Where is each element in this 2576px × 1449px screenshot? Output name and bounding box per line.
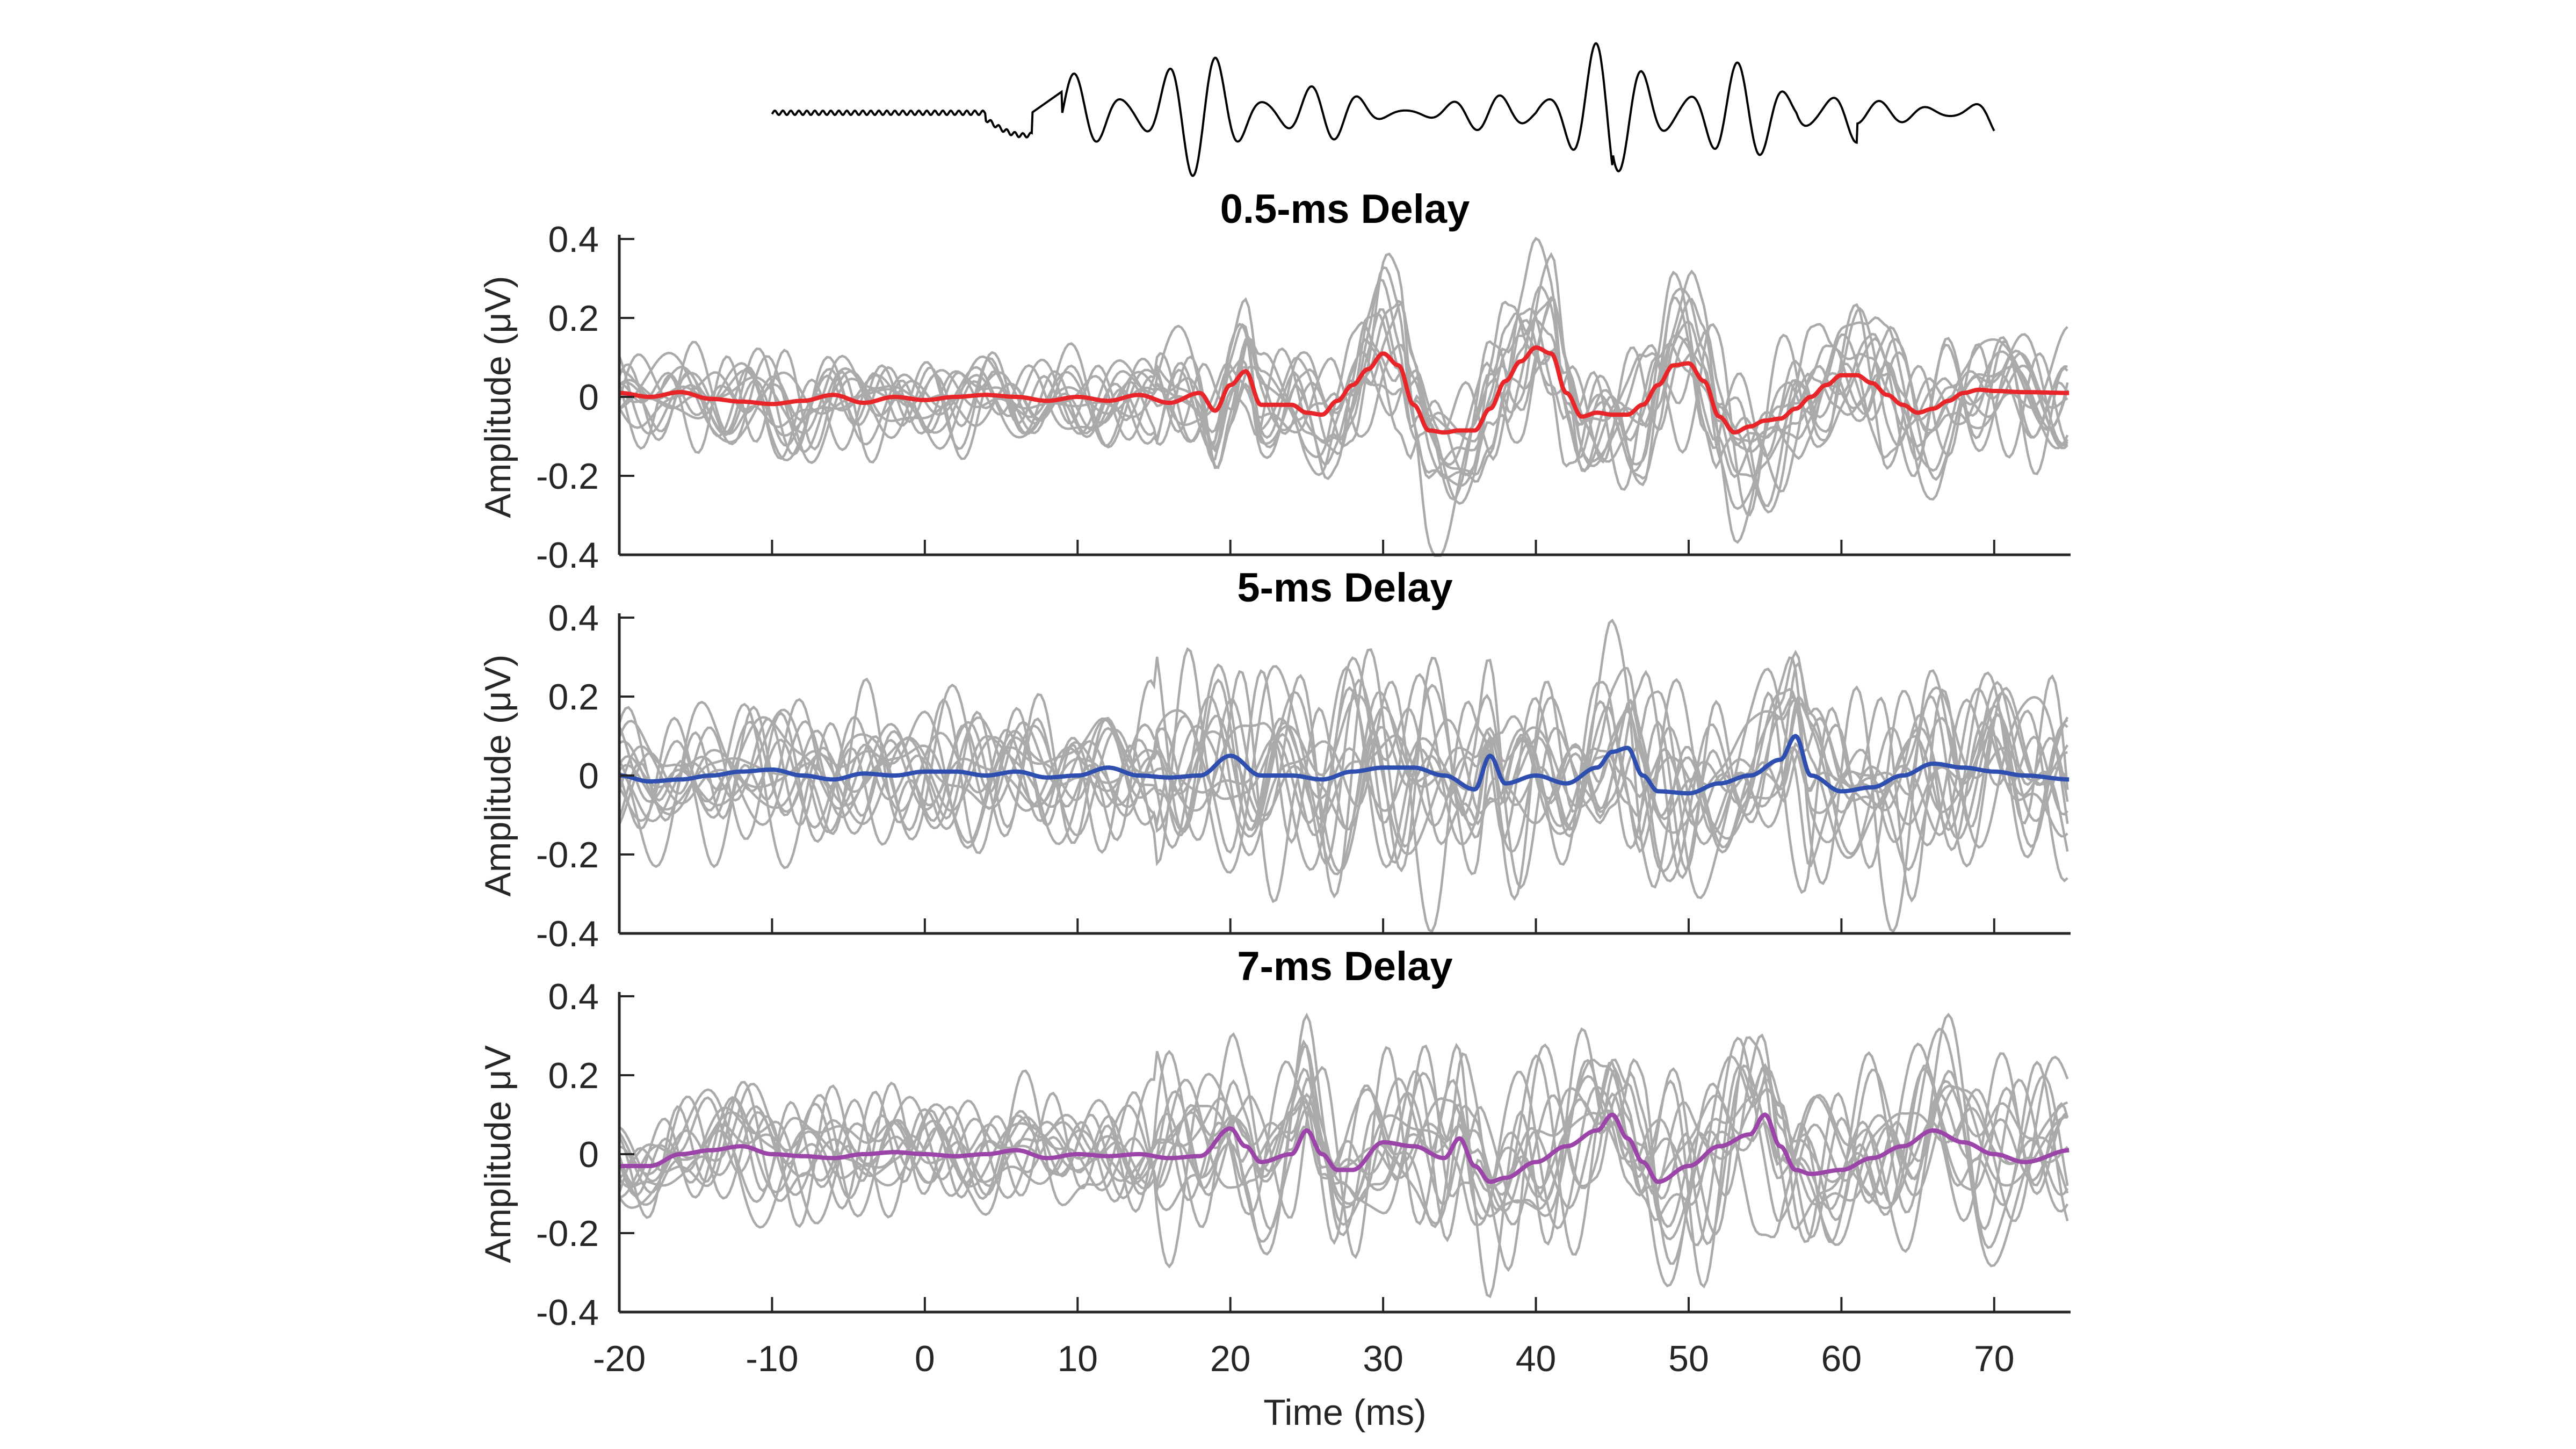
y-tick-label: -0.4 (536, 1292, 599, 1333)
y-axis-label: Amplitude μV (477, 1045, 518, 1263)
y-axis-label: Amplitude (μV) (477, 654, 518, 896)
trial-trace (619, 686, 2069, 859)
trial-trace (619, 322, 2068, 475)
y-tick-label: -0.4 (536, 914, 599, 954)
trial-trace (619, 1055, 2069, 1287)
trial-traces (619, 1012, 2069, 1299)
y-tick-label: 0.2 (548, 298, 599, 339)
x-tick-label: -10 (746, 1338, 798, 1379)
y-tick-label: 0 (578, 377, 599, 418)
x-tick-label: 40 (1516, 1338, 1557, 1379)
y-tick-label: -0.4 (536, 535, 599, 576)
trial-trace (619, 1045, 2068, 1228)
trial-trace (619, 1027, 2068, 1267)
panel-title: 7-ms Delay (1237, 944, 1452, 989)
y-tick-label: 0.2 (548, 1055, 599, 1096)
stimulus-waveform (771, 42, 1995, 177)
x-axis-label: Time (ms) (1263, 1392, 1426, 1433)
y-tick-label: 0.4 (548, 219, 599, 260)
trial-trace (619, 648, 2068, 899)
y-axis-label: Amplitude (μV) (477, 276, 518, 518)
panel-title: 0.5-ms Delay (1220, 186, 1470, 232)
y-tick-label: 0 (578, 756, 599, 796)
x-tick-label: 10 (1057, 1338, 1098, 1379)
y-tick-label: 0 (578, 1134, 599, 1175)
trial-trace (619, 270, 2069, 501)
panel-2: -0.4 -0.2 0 0.2 0.4 Amplitude (μV) 5-ms Delay (477, 565, 2071, 954)
mean-trace (619, 734, 2070, 796)
x-tick-label: 70 (1974, 1338, 2015, 1379)
y-tick-label: -0.2 (536, 1213, 599, 1254)
panel-title: 5-ms Delay (1237, 565, 1452, 611)
stimulus-waveform-group (771, 42, 1995, 177)
x-tick-label: 0 (915, 1338, 935, 1379)
y-tick-label: -0.2 (536, 835, 599, 875)
x-tick-label: 60 (1821, 1338, 1862, 1379)
y-tick-label: -0.2 (536, 456, 599, 497)
trial-trace (619, 1012, 2069, 1269)
trial-trace (619, 656, 2069, 933)
trial-traces (619, 618, 2069, 933)
y-tick-label: 0.4 (548, 976, 599, 1017)
y-tick-label: 0.4 (548, 598, 599, 639)
trial-trace (619, 665, 2068, 869)
y-tick-label: 0.2 (548, 677, 599, 718)
mean-trace (619, 345, 2070, 435)
trial-trace (619, 266, 2069, 501)
panel-1: -0.4 -0.2 0 0.2 0.4 Amplitude (μV) 0.5-ms Dela… (477, 186, 2071, 576)
trial-trace (619, 656, 2069, 903)
trial-trace (619, 687, 2068, 873)
x-tick-label: 50 (1668, 1338, 1709, 1379)
x-tick-label: 30 (1363, 1338, 1403, 1379)
panel-3: -0.4 -0.2 0 0.2 0.4 Amplitude μV 7-ms Delay (477, 944, 2071, 1333)
mean-trace (619, 1112, 2070, 1184)
x-tick-label: -20 (593, 1338, 646, 1379)
trial-trace (619, 658, 2068, 889)
x-tick-label: 20 (1210, 1338, 1251, 1379)
panels-group: -0.4 -0.2 0 0.2 0.4 Amplitude (μV) 0.5-ms Dela… (477, 186, 2071, 1379)
